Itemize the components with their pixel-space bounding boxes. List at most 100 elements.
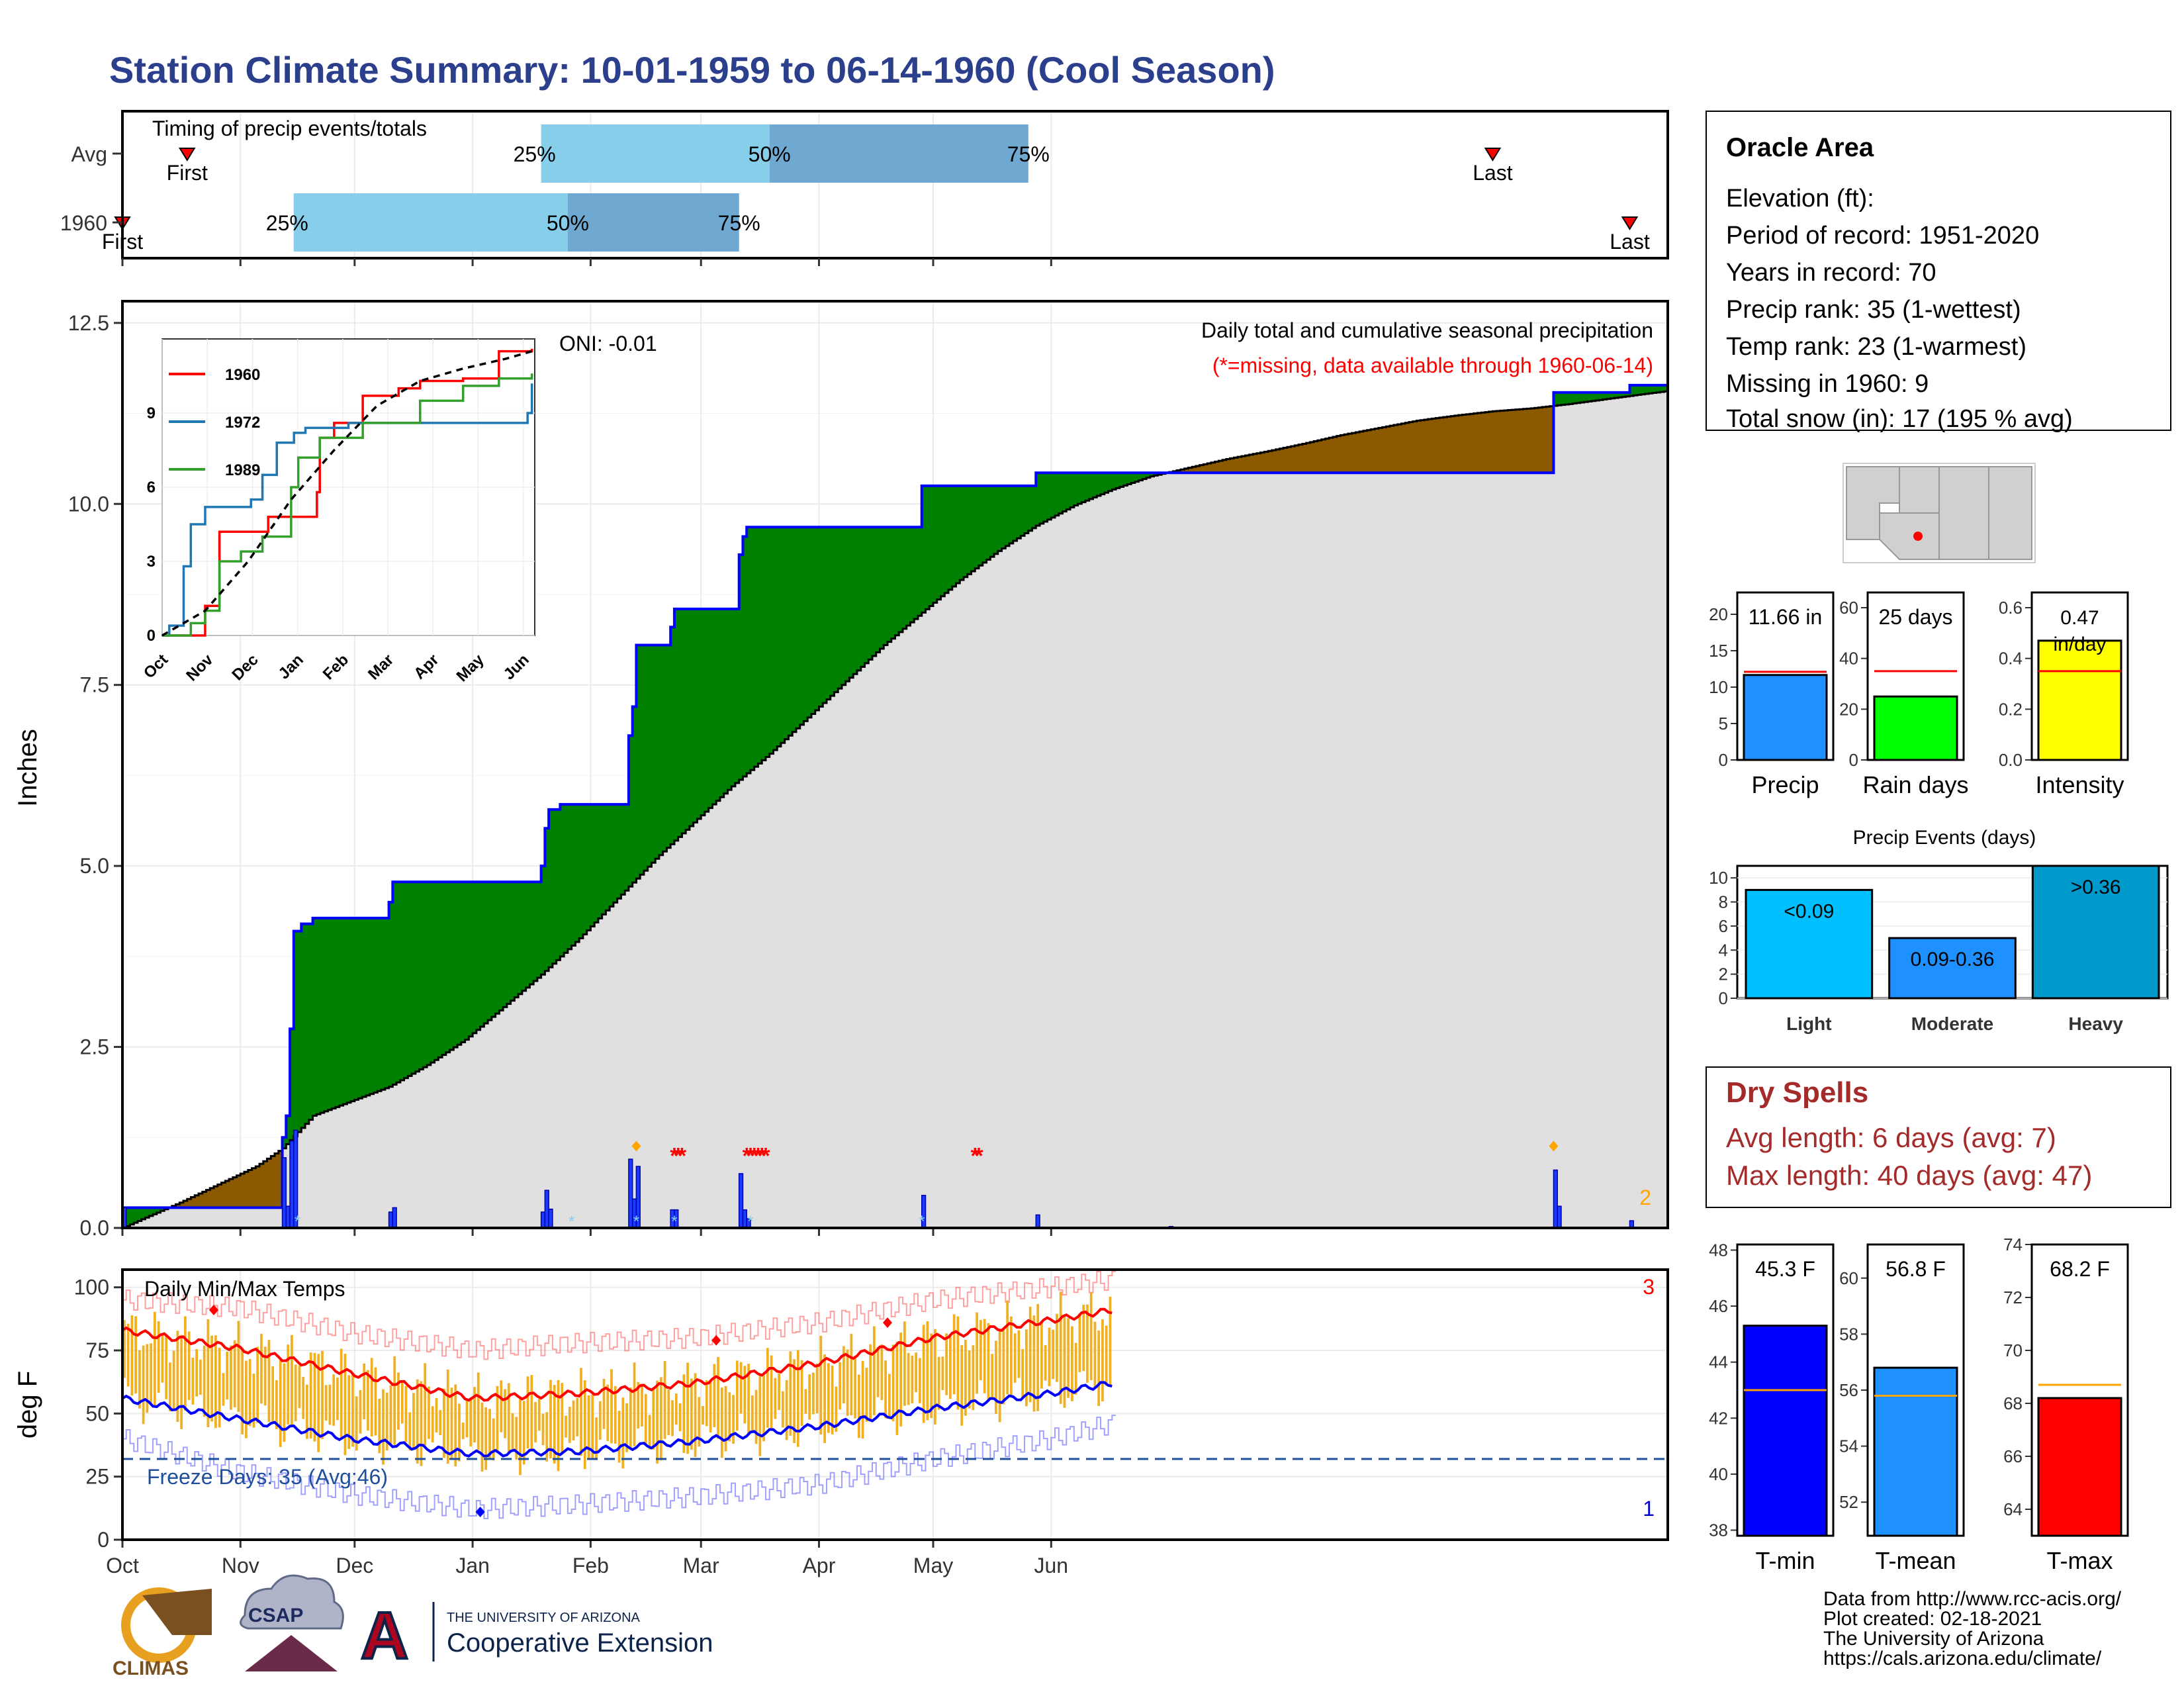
daily-temp-range-bar xyxy=(995,1340,997,1414)
station-info-frame xyxy=(1706,111,2171,431)
precip-summary-value-unit: in/day xyxy=(2053,633,2106,655)
daily-temp-range-bar xyxy=(831,1366,834,1434)
surplus-area xyxy=(160,1207,165,1211)
deficit-area xyxy=(1363,430,1368,473)
daily-temp-range-bar xyxy=(222,1373,225,1406)
surplus-area xyxy=(678,608,683,837)
daily-temp-range-bar xyxy=(842,1346,845,1404)
daily-temp-range-bar xyxy=(656,1380,659,1464)
deficit-area xyxy=(1291,446,1295,473)
surplus-area xyxy=(1062,473,1067,512)
daily-temp-range-bar xyxy=(720,1387,723,1458)
daily-temp-range-bar xyxy=(854,1358,856,1419)
precip-summary-y-tick-label: 40 xyxy=(1839,649,1858,669)
daily-temp-range-bar xyxy=(291,1335,293,1425)
surplus-area xyxy=(1077,473,1082,504)
daily-temp-range-bar xyxy=(1056,1313,1058,1382)
surplus-area xyxy=(838,527,842,689)
daily-temp-range-bar xyxy=(819,1335,823,1435)
daily-temp-range-bar xyxy=(150,1343,153,1403)
surplus-area xyxy=(811,527,816,714)
surplus-area xyxy=(697,608,702,820)
daily-temp-range-bar xyxy=(891,1344,895,1422)
surplus-area xyxy=(590,804,595,927)
surplus-area xyxy=(643,645,649,871)
deficit-area xyxy=(1188,467,1193,473)
ua-logo-small-text: THE UNIVERSITY OF ARIZONA xyxy=(447,1611,641,1625)
temp-y-tick-label: 100 xyxy=(74,1276,109,1299)
daily-temp-range-bar xyxy=(602,1378,606,1429)
daily-precip-bar xyxy=(281,1157,287,1229)
daily-temp-range-bar xyxy=(926,1321,929,1421)
daily-temp-range-bar xyxy=(180,1335,183,1429)
timing-bar-q25-q50 xyxy=(541,124,770,183)
temp-summary-y-tick-label: 54 xyxy=(1839,1436,1858,1456)
deficit-area xyxy=(236,1175,241,1208)
surplus-area xyxy=(369,917,375,1094)
surplus-area xyxy=(423,882,428,1068)
surplus-area xyxy=(826,527,831,700)
precip-corner-count: 2 xyxy=(1639,1186,1651,1209)
missing-day-marker: * xyxy=(754,1144,763,1169)
deficit-area xyxy=(1420,420,1425,473)
daily-temp-range-bar xyxy=(214,1335,217,1429)
deficit-area xyxy=(1504,410,1509,473)
deficit-area xyxy=(1317,440,1322,473)
surplus-area xyxy=(1599,392,1604,400)
daily-temp-range-bar xyxy=(952,1314,956,1395)
daily-temp-range-bar xyxy=(126,1323,130,1387)
surplus-area xyxy=(484,882,488,1024)
surplus-area xyxy=(571,804,576,946)
daily-temp-range-bar xyxy=(165,1335,168,1399)
deficit-area xyxy=(1492,411,1497,473)
surplus-area xyxy=(145,1207,150,1218)
timing-title: Timing of precip events/totals xyxy=(152,117,427,140)
surplus-area xyxy=(914,527,919,620)
daily-temp-range-bar xyxy=(1010,1316,1013,1396)
surplus-area xyxy=(412,882,416,1074)
daily-temp-range-bar xyxy=(595,1417,598,1460)
daily-temp-range-bar xyxy=(424,1363,427,1446)
daily-temp-range-bar xyxy=(751,1395,754,1432)
timing-label-25: 25% xyxy=(266,211,308,235)
surplus-area xyxy=(1591,392,1596,401)
daily-temp-range-bar xyxy=(641,1383,643,1427)
surplus-area xyxy=(138,1207,142,1221)
deficit-area xyxy=(1306,443,1310,473)
inset-y-tick-label: 6 xyxy=(147,479,156,496)
deficit-area xyxy=(1534,408,1539,473)
deficit-area xyxy=(225,1180,230,1208)
surplus-area xyxy=(895,527,899,635)
daily-temp-range-bar xyxy=(1078,1313,1081,1372)
csap-logo-text: CSAP xyxy=(248,1605,303,1626)
daily-temp-range-bar xyxy=(1082,1305,1085,1372)
map-state-texas xyxy=(1988,466,2032,560)
surplus-area xyxy=(480,882,484,1027)
surplus-area xyxy=(438,882,443,1058)
surplus-area xyxy=(1108,473,1113,491)
station-location-marker xyxy=(1913,532,1923,541)
surplus-area xyxy=(723,608,729,794)
deficit-area xyxy=(229,1179,234,1208)
surplus-area xyxy=(979,485,983,566)
surplus-area xyxy=(868,527,873,660)
daily-temp-range-bar xyxy=(621,1397,625,1469)
daily-temp-range-bar xyxy=(545,1412,549,1462)
daily-temp-range-bar xyxy=(446,1369,449,1464)
surplus-area xyxy=(461,882,466,1043)
surplus-area xyxy=(1058,473,1064,514)
daily-temp-range-bar xyxy=(884,1360,887,1419)
deficit-area xyxy=(1195,465,1201,473)
surplus-area xyxy=(564,804,569,953)
surplus-area xyxy=(1557,392,1562,406)
daily-temp-range-bar xyxy=(930,1333,933,1419)
deficit-area xyxy=(251,1168,256,1208)
station-name: Oracle Area xyxy=(1726,133,1874,162)
daily-temp-range-bar xyxy=(161,1334,164,1383)
surplus-area xyxy=(689,608,694,826)
deficit-area xyxy=(202,1192,207,1208)
deficit-area xyxy=(1359,431,1364,473)
dry-spells-box: Dry Spells Avg length: 6 days (avg: 7) M… xyxy=(1706,1066,2171,1208)
daily-temp-range-bar xyxy=(835,1386,838,1432)
daily-temp-range-bar xyxy=(537,1398,541,1431)
